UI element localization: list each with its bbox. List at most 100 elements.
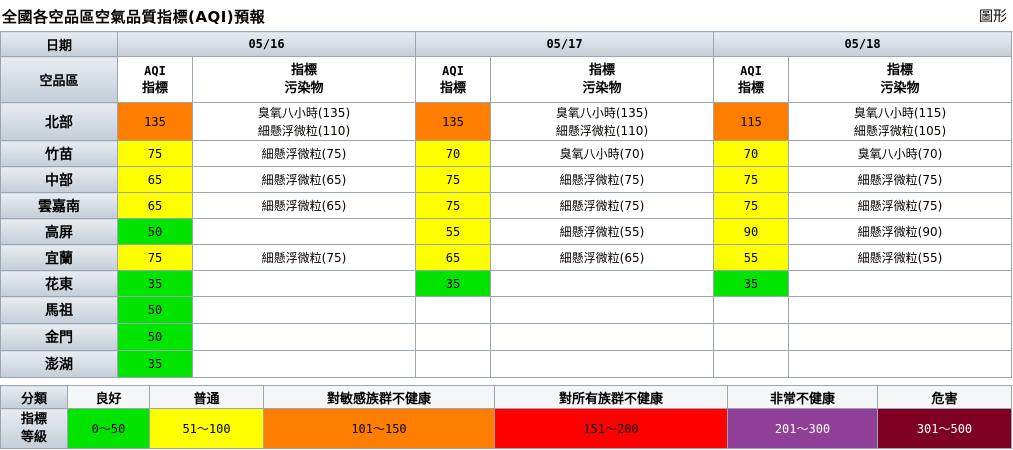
pollutant-cell (788, 270, 1012, 297)
pollutant-cell: 細懸浮微粒(65) (192, 166, 416, 193)
legend-range-hazardous: 301～500 (877, 408, 1012, 449)
pollutant-cell: 細懸浮微粒(55) (490, 218, 714, 245)
empty-cell (415, 323, 491, 351)
pollutant-cell: 細懸浮微粒(65) (490, 244, 714, 271)
table-row: 澎湖 35 (0, 350, 1012, 378)
aqi-value-cell: 70 (415, 140, 491, 167)
legend-level-name: 對敏感族群不健康 (263, 385, 495, 409)
date-column-header: 05/18 (713, 31, 1012, 57)
aqi-value-cell: 115 (713, 102, 789, 141)
pollutant-text: 細懸浮微粒(65) (559, 250, 645, 265)
aqi-value-cell: 35 (117, 350, 193, 378)
empty-cell (788, 323, 1012, 351)
aqi-value-cell: 135 (117, 102, 193, 141)
pollutant-text: 臭氧八小時(135) (257, 105, 351, 120)
pollutant-cell: 細懸浮微粒(75) (192, 140, 416, 167)
date-header: 日期 (0, 31, 118, 57)
legend-category-header: 分類 (0, 385, 68, 409)
pollutant-text: 細懸浮微粒(75) (261, 250, 347, 265)
aqi-value-cell: 90 (713, 218, 789, 245)
aqi-forecast-table: 日期 05/16 05/17 05/18 空品區 AQI 指標 指標 污染物 AQI… (0, 31, 1012, 378)
pollutant-column-header: 指標 污染物 (490, 56, 714, 103)
aqi-column-header: AQI 指標 (415, 56, 491, 103)
aqi-value-cell: 65 (117, 166, 193, 193)
aqi-legend-table: 分類 良好 普通 對敏感族群不健康 對所有族群不健康 非常不健康 危害 指標 等級… (0, 385, 1012, 449)
legend-level-name: 對所有族群不健康 (494, 385, 728, 409)
aqi-value-cell: 50 (117, 323, 193, 351)
empty-cell (415, 296, 491, 324)
aqi-value-cell: 75 (713, 166, 789, 193)
legend-range-unhealthy: 151～200 (494, 408, 728, 449)
pollutant-text: 細懸浮微粒(55) (857, 250, 943, 265)
pollutant-text: 細懸浮微粒(65) (261, 172, 347, 187)
aqi-value-cell: 65 (117, 192, 193, 219)
pollutant-cell (192, 323, 416, 351)
region-name: 澎湖 (0, 350, 118, 378)
table-row: 金門 50 (0, 323, 1012, 351)
aqi-value-cell: 50 (117, 218, 193, 245)
pollutant-cell: 細懸浮微粒(75) (788, 192, 1012, 219)
pollutant-text: 細懸浮微粒(90) (857, 224, 943, 239)
region-name: 宜蘭 (0, 244, 118, 271)
pollutant-cell: 臭氧八小時(135) 細懸浮微粒(110) (490, 102, 714, 141)
pollutant-cell (490, 270, 714, 297)
aqi-value-cell: 75 (117, 244, 193, 271)
pollutant-text: 臭氧八小時(115) (853, 105, 947, 120)
table-row: 高屏 50 55 細懸浮微粒(55) 90 細懸浮微粒(90) (0, 218, 1012, 245)
empty-cell (490, 350, 714, 378)
region-name: 高屏 (0, 218, 118, 245)
region-header: 空品區 (0, 56, 118, 103)
aqi-value-cell: 75 (713, 192, 789, 219)
table-row: 馬祖 50 (0, 296, 1012, 324)
pollutant-text: 細懸浮微粒(110) (257, 123, 351, 138)
aqi-value-cell: 55 (415, 218, 491, 245)
pollutant-text: 細懸浮微粒(105) (853, 123, 947, 138)
pollutant-cell: 細懸浮微粒(75) (192, 244, 416, 271)
pollutant-text: 細懸浮微粒(55) (559, 224, 645, 239)
pollutant-text: 細懸浮微粒(75) (857, 198, 943, 213)
aqi-value-cell: 75 (117, 140, 193, 167)
empty-cell (415, 350, 491, 378)
aqi-value-cell: 75 (415, 166, 491, 193)
region-name: 金門 (0, 323, 118, 351)
aqi-value-cell: 70 (713, 140, 789, 167)
date-column-header: 05/16 (117, 31, 416, 57)
pollutant-cell: 細懸浮微粒(75) (490, 192, 714, 219)
aqi-value-cell: 50 (117, 296, 193, 324)
legend-range-good: 0～50 (67, 408, 150, 449)
legend-level-name: 良好 (67, 385, 150, 409)
region-name: 雲嘉南 (0, 192, 118, 219)
pollutant-cell (192, 350, 416, 378)
table-row: 雲嘉南 65 細懸浮微粒(65) 75 細懸浮微粒(75) 75 細懸浮微粒(75) (0, 192, 1012, 219)
empty-cell (713, 296, 789, 324)
legend-level-name: 非常不健康 (727, 385, 878, 409)
empty-cell (490, 296, 714, 324)
table-row: 花東 35 35 35 (0, 270, 1012, 297)
graph-link[interactable]: 圖形 (979, 9, 1007, 25)
date-column-header: 05/17 (415, 31, 714, 57)
legend-range-very-unhealthy: 201～300 (727, 408, 878, 449)
pollutant-text: 細懸浮微粒(75) (857, 172, 943, 187)
pollutant-cell: 臭氧八小時(70) (788, 140, 1012, 167)
aqi-value-cell: 35 (713, 270, 789, 297)
empty-cell (713, 350, 789, 378)
region-name: 花東 (0, 270, 118, 297)
pollutant-cell (192, 296, 416, 324)
legend-level-name: 危害 (877, 385, 1012, 409)
pollutant-cell: 細懸浮微粒(75) (490, 166, 714, 193)
pollutant-column-header: 指標 污染物 (788, 56, 1012, 103)
pollutant-text: 細懸浮微粒(75) (559, 198, 645, 213)
pollutant-cell: 細懸浮微粒(55) (788, 244, 1012, 271)
pollutant-cell: 細懸浮微粒(90) (788, 218, 1012, 245)
aqi-value-cell: 35 (117, 270, 193, 297)
pollutant-cell (192, 218, 416, 245)
region-name: 竹苗 (0, 140, 118, 167)
table-row: 竹苗 75 細懸浮微粒(75) 70 臭氧八小時(70) 70 臭氧八小時(70) (0, 140, 1012, 167)
table-row: 北部 135 臭氧八小時(135) 細懸浮微粒(110) 135 臭氧八小時(135) 細懸… (0, 102, 1012, 141)
region-name: 馬祖 (0, 296, 118, 324)
pollutant-text: 細懸浮微粒(65) (261, 198, 347, 213)
title-bar: 全國各空品區空氣品質指標(AQI)預報 圖形 (0, 0, 1013, 30)
pollutant-cell: 臭氧八小時(115) 細懸浮微粒(105) (788, 102, 1012, 141)
pollutant-cell: 細懸浮微粒(75) (788, 166, 1012, 193)
pollutant-text: 臭氧八小時(70) (559, 146, 645, 161)
